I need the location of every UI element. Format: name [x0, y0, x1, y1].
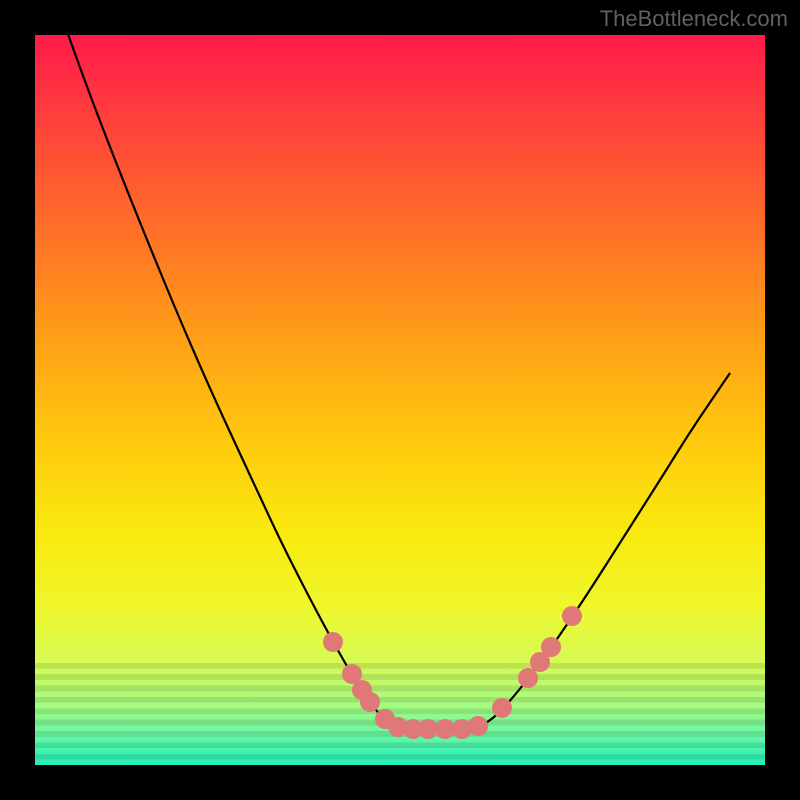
data-marker [492, 698, 512, 718]
data-marker [562, 606, 582, 626]
left-curve [56, 35, 398, 728]
data-marker [541, 637, 561, 657]
data-marker [323, 632, 343, 652]
curve-layer [35, 35, 765, 765]
data-marker [360, 692, 380, 712]
plot-area [35, 35, 765, 765]
watermark-text: TheBottleneck.com [600, 6, 788, 32]
right-curve [478, 373, 730, 728]
data-marker [468, 716, 488, 736]
marker-group [323, 606, 582, 739]
data-marker [518, 668, 538, 688]
